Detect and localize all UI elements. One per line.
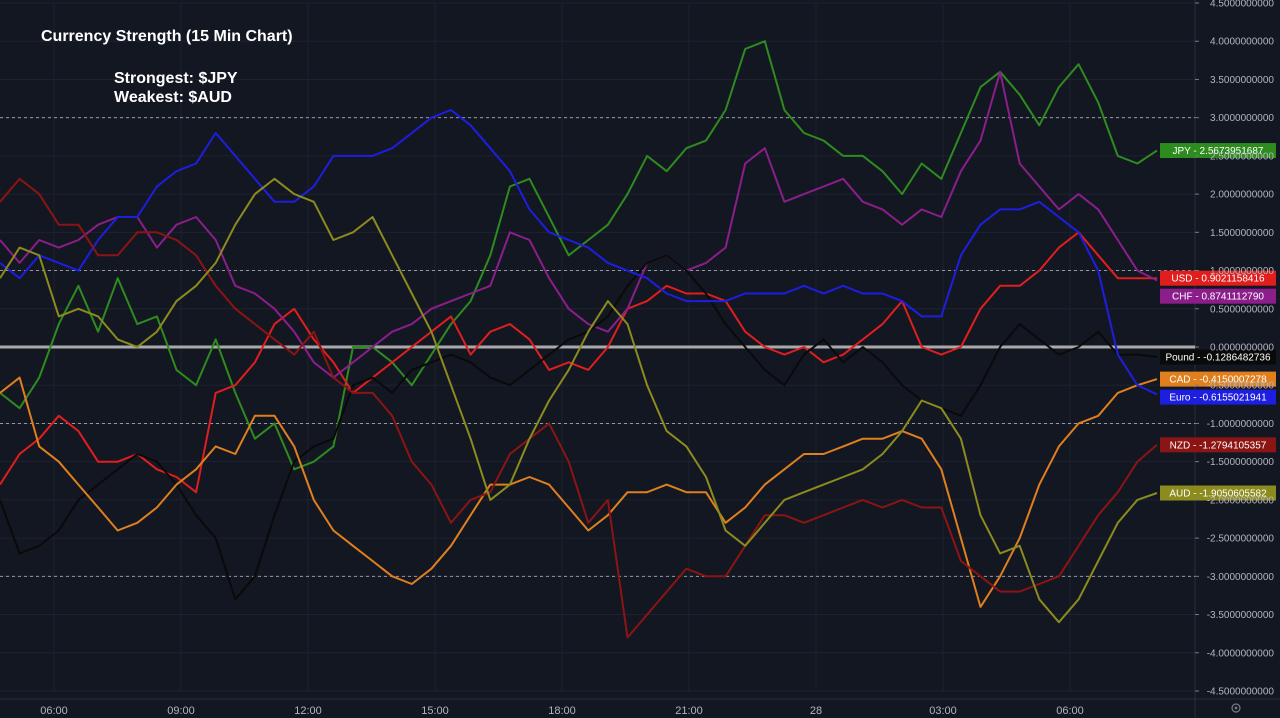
- series-label-box: [1160, 371, 1276, 387]
- reference-lines: [0, 117, 1195, 577]
- chart-title: Currency Strength (15 Min Chart): [41, 28, 293, 45]
- y-tick-label: 4.0000000000: [1210, 37, 1274, 48]
- y-tick-label: 0.5000000000: [1210, 304, 1274, 315]
- series-label-box: [1160, 143, 1276, 159]
- y-tick-label: -0.5000000000: [1207, 381, 1275, 392]
- y-tick-label: 1.0000000000: [1210, 266, 1274, 277]
- series-label-usd: USD - 0.9021158416: [1171, 274, 1265, 285]
- x-tick-label: 09:00: [167, 705, 195, 717]
- series-line-pound: [0, 254, 1158, 601]
- y-tick-label: -1.0000000000: [1207, 419, 1275, 430]
- y-tick-label: -3.0000000000: [1207, 572, 1275, 583]
- series-line-euro: [0, 109, 1158, 396]
- series-line-usd: [0, 231, 1157, 494]
- y-tick-label: -4.5000000000: [1207, 687, 1275, 698]
- series-line-nzd: [0, 177, 1158, 639]
- weakest-line: Weakest: $AUD: [114, 89, 232, 106]
- y-tick-label: -1.5000000000: [1207, 457, 1275, 468]
- series-label-box: [1160, 270, 1276, 286]
- settings-gear-icon[interactable]: [1231, 703, 1241, 713]
- series-label-aud: AUD - -1.9050605582: [1169, 489, 1267, 500]
- series-label-chf: CHF - 0.8741112790: [1172, 292, 1264, 303]
- series-line-jpy: [0, 40, 1158, 471]
- x-tick-label: 21:00: [675, 705, 703, 717]
- series-line-cad: [0, 376, 1158, 608]
- y-tick-label: 3.0000000000: [1210, 113, 1274, 124]
- y-tick-label: -2.5000000000: [1207, 534, 1275, 545]
- y-tick-label: 1.5000000000: [1210, 228, 1274, 239]
- y-tick-label: -3.5000000000: [1207, 610, 1275, 621]
- x-tick-label: 06:00: [40, 705, 68, 717]
- series-label-euro: Euro - -0.6155021941: [1169, 393, 1267, 404]
- y-axis: 4.5000000000 4.0000000000 3.5000000000 3.00…: [1195, 0, 1274, 698]
- y-tick-label: -4.0000000000: [1207, 648, 1275, 659]
- series-label-box: [1160, 485, 1276, 501]
- x-tick-label: 18:00: [548, 705, 576, 717]
- series-line-aud: [0, 177, 1158, 624]
- series-lines: [0, 40, 1158, 639]
- series-label-box: [1160, 437, 1276, 453]
- series-label-box: [1160, 349, 1276, 365]
- x-tick-label: 28: [810, 705, 822, 717]
- series-label-box: [1160, 389, 1276, 405]
- x-tick-label: 15:00: [421, 705, 449, 717]
- chart-subtitle: Strongest: $JPY Weakest: $AUD: [114, 69, 238, 107]
- strongest-line: Strongest: $JPY: [114, 70, 238, 87]
- y-tick-label: 2.5000000000: [1210, 151, 1274, 162]
- y-tick-label: 4.5000000000: [1210, 0, 1274, 10]
- x-tick-label: 03:00: [929, 705, 957, 717]
- series-label-cad: CAD - -0.4150007278: [1169, 375, 1267, 386]
- x-tick-label: 06:00: [1056, 705, 1084, 717]
- y-tick-label: -2.0000000000: [1207, 495, 1275, 506]
- series-label-nzd: NZD - -1.2794105357: [1170, 440, 1267, 451]
- y-tick-label: 0.0000000000: [1210, 343, 1274, 354]
- series-line-chf: [0, 70, 1158, 379]
- series-value-labels: JPY - 2.5673951687 USD - 0.9021158416 CHF …: [1160, 143, 1276, 501]
- series-label-pound: Pound - -0.1286482736: [1165, 352, 1271, 363]
- series-label-box: [1160, 288, 1276, 304]
- y-tick-label: 2.0000000000: [1210, 190, 1274, 201]
- series-label-jpy: JPY - 2.5673951687: [1172, 146, 1263, 157]
- x-axis: 06:00 09:00 12:00 15:00 18:00 21:00 28 03:00 06:…: [40, 705, 1084, 717]
- x-tick-label: 12:00: [294, 705, 322, 717]
- y-tick-label: 3.5000000000: [1210, 75, 1274, 86]
